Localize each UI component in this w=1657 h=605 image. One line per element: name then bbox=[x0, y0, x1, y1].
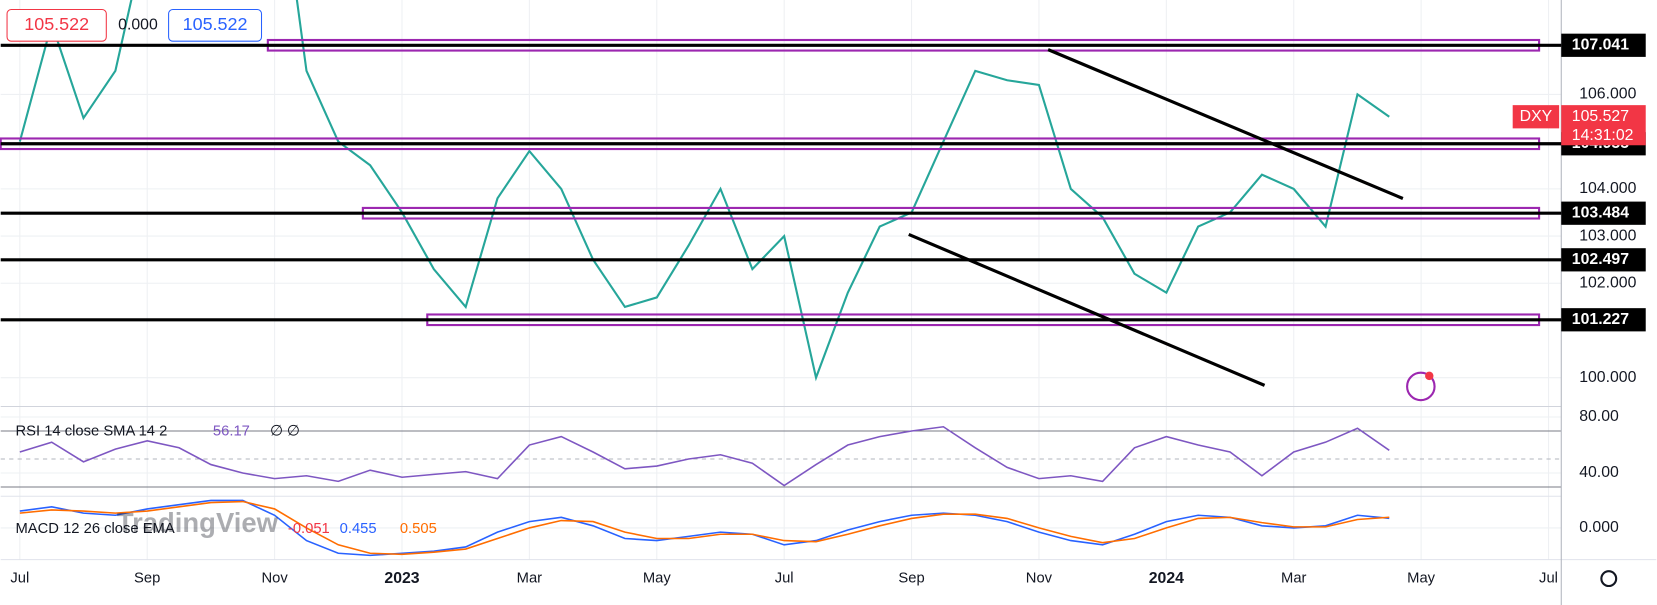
level-label-box bbox=[1561, 201, 1646, 225]
y-tick-label: 40.00 bbox=[1579, 464, 1619, 481]
pane bbox=[19, 425, 1390, 487]
level-label: 102.497 bbox=[1572, 251, 1629, 268]
x-tick-label: 2023 bbox=[384, 570, 419, 587]
watermark: TradingView bbox=[117, 507, 279, 538]
level-label-box bbox=[1561, 248, 1646, 272]
last-time: 14:31:02 bbox=[1572, 127, 1634, 144]
alert-icon[interactable] bbox=[1406, 371, 1436, 402]
series-line bbox=[19, 425, 1390, 487]
x-tick-label: Jul bbox=[10, 571, 29, 587]
rsi-title: RSI 14 close SMA 14 2 bbox=[15, 424, 167, 440]
x-tick-label: Sep bbox=[898, 571, 924, 587]
level-label-box bbox=[1561, 33, 1646, 57]
x-tick-label: Jul bbox=[1539, 571, 1558, 587]
y-tick-label: 100.000 bbox=[1579, 369, 1636, 386]
pane bbox=[18, 0, 1390, 382]
x-tick-label: May bbox=[1407, 571, 1436, 587]
level-label-box bbox=[1561, 308, 1646, 332]
settings-icon[interactable] bbox=[1600, 570, 1618, 588]
last-price: 105.527 bbox=[1572, 108, 1629, 125]
level-label: 103.484 bbox=[1572, 204, 1629, 221]
x-tick-label: 2024 bbox=[1149, 570, 1184, 587]
y-tick-label: 80.00 bbox=[1579, 408, 1619, 425]
y-tick-label: 106.000 bbox=[1579, 86, 1636, 103]
readout: 105.522 bbox=[183, 14, 248, 34]
x-tick-label: Nov bbox=[1026, 571, 1053, 587]
readout-box bbox=[168, 8, 263, 42]
symbol-box bbox=[1512, 105, 1560, 129]
readout-box bbox=[6, 8, 107, 42]
readout: 0.000 bbox=[118, 17, 158, 34]
macd-hist: -0.051 bbox=[288, 521, 330, 537]
x-tick-label: Jul bbox=[775, 571, 794, 587]
macd-value: 0.455 bbox=[340, 521, 377, 537]
y-tick-label: 102.000 bbox=[1579, 274, 1636, 291]
y-tick-label: 0.000 bbox=[1579, 519, 1619, 536]
macd-title: MACD 12 26 close EMA bbox=[15, 521, 174, 537]
pane bbox=[19, 499, 1390, 557]
series-line bbox=[19, 500, 1390, 556]
y-tick-label: 103.000 bbox=[1579, 227, 1636, 244]
series-line bbox=[18, 0, 1390, 382]
level-label: 107.041 bbox=[1572, 36, 1629, 53]
x-tick-label: May bbox=[643, 571, 672, 587]
rsi-extra: ∅ ∅ bbox=[270, 424, 300, 440]
x-tick-label: Mar bbox=[1281, 571, 1307, 587]
last-price-box bbox=[1561, 105, 1646, 146]
signal-value: 0.505 bbox=[400, 521, 437, 537]
x-tick-label: Nov bbox=[261, 571, 288, 587]
y-tick-label: 104.000 bbox=[1579, 180, 1636, 197]
rsi-value: 56.17 bbox=[213, 424, 250, 440]
level-label: 101.227 bbox=[1572, 311, 1629, 328]
x-tick-label: Sep bbox=[134, 571, 160, 587]
trend-line bbox=[908, 232, 1266, 387]
symbol-label: DXY bbox=[1520, 108, 1553, 125]
alert-dot bbox=[1425, 371, 1434, 381]
readout: 105.522 bbox=[24, 14, 89, 34]
x-tick-label: Mar bbox=[517, 571, 543, 587]
trend-line bbox=[1047, 48, 1404, 200]
